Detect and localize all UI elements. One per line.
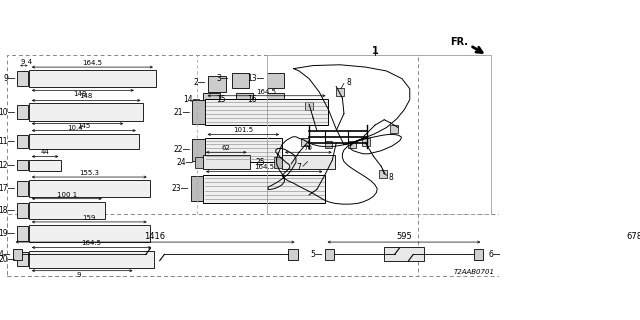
- Bar: [29, 70, 156, 87]
- Text: 2—: 2—: [194, 78, 206, 87]
- Text: 9: 9: [77, 272, 81, 278]
- Bar: [17, 135, 28, 148]
- Text: 164.5: 164.5: [254, 164, 274, 171]
- Bar: [17, 252, 28, 266]
- Text: 7: 7: [296, 163, 301, 172]
- Text: 12—: 12—: [0, 161, 16, 170]
- Bar: [379, 170, 387, 178]
- Text: 62: 62: [222, 145, 231, 151]
- Text: 6—: 6—: [488, 250, 501, 259]
- Bar: [7, 55, 417, 276]
- Bar: [192, 139, 205, 161]
- Text: 164.5: 164.5: [83, 60, 102, 66]
- Text: 13—: 13—: [247, 74, 264, 83]
- Bar: [474, 249, 483, 260]
- Bar: [7, 214, 499, 276]
- Bar: [301, 138, 309, 146]
- Text: 159: 159: [83, 215, 96, 221]
- Text: 23—: 23—: [172, 184, 189, 193]
- Bar: [348, 141, 356, 148]
- Bar: [203, 175, 325, 203]
- Text: 100 1: 100 1: [57, 192, 77, 197]
- Text: 18—: 18—: [0, 206, 16, 215]
- Bar: [282, 155, 335, 169]
- Bar: [17, 181, 28, 196]
- Bar: [288, 249, 298, 260]
- Text: 1416: 1416: [145, 231, 166, 241]
- Text: 10.4: 10.4: [67, 125, 83, 131]
- Bar: [17, 161, 28, 170]
- Text: 17—: 17—: [0, 184, 16, 193]
- Text: 8: 8: [346, 78, 351, 87]
- Bar: [195, 157, 203, 168]
- Bar: [205, 138, 282, 162]
- Text: 22—: 22—: [173, 145, 191, 155]
- Bar: [17, 71, 28, 86]
- Bar: [192, 100, 205, 124]
- Bar: [324, 249, 334, 260]
- Text: 3—: 3—: [217, 74, 229, 83]
- Bar: [17, 203, 28, 218]
- Bar: [29, 160, 61, 171]
- Bar: [29, 251, 154, 268]
- Bar: [390, 125, 398, 133]
- Bar: [502, 249, 512, 260]
- Bar: [236, 93, 253, 109]
- Text: 16—: 16—: [247, 95, 264, 104]
- Text: 164.5: 164.5: [81, 240, 102, 246]
- Bar: [29, 134, 139, 149]
- Bar: [191, 176, 203, 201]
- Bar: [602, 247, 640, 261]
- Text: 8: 8: [389, 172, 394, 181]
- Text: 44: 44: [41, 149, 49, 155]
- Text: 11—: 11—: [0, 137, 16, 146]
- Text: 5—: 5—: [310, 250, 323, 259]
- Text: 148: 148: [73, 92, 86, 98]
- Text: 21—: 21—: [173, 108, 191, 116]
- Text: 9 4: 9 4: [21, 59, 32, 65]
- Bar: [266, 73, 284, 88]
- Text: T2AAB0701: T2AAB0701: [454, 268, 495, 275]
- Text: 155.3: 155.3: [79, 170, 99, 176]
- Bar: [384, 247, 424, 261]
- Text: 164.5: 164.5: [257, 89, 276, 95]
- Bar: [203, 155, 250, 169]
- Bar: [203, 93, 220, 109]
- Bar: [305, 102, 313, 110]
- Bar: [324, 141, 332, 148]
- Text: 595: 595: [396, 231, 412, 241]
- Text: 15—: 15—: [216, 95, 233, 104]
- Bar: [29, 180, 150, 197]
- Bar: [232, 73, 249, 88]
- Bar: [362, 138, 369, 146]
- Text: 20—: 20—: [0, 255, 16, 264]
- Text: 1: 1: [372, 46, 378, 56]
- Text: 19—: 19—: [0, 229, 16, 238]
- Bar: [205, 99, 328, 125]
- Text: 24—: 24—: [177, 158, 194, 167]
- Bar: [17, 105, 28, 119]
- Bar: [17, 226, 28, 241]
- Bar: [29, 225, 150, 242]
- Bar: [266, 93, 284, 109]
- Bar: [336, 88, 344, 96]
- Bar: [29, 103, 143, 121]
- Bar: [209, 76, 225, 92]
- Text: 145: 145: [77, 124, 90, 129]
- Text: 678: 678: [626, 231, 640, 241]
- Bar: [29, 202, 105, 219]
- Text: 70: 70: [304, 145, 313, 151]
- Text: 9—: 9—: [3, 74, 16, 83]
- Text: 4—: 4—: [0, 250, 11, 259]
- Text: 101.5: 101.5: [233, 127, 253, 133]
- Bar: [13, 249, 22, 260]
- Bar: [275, 157, 282, 168]
- Text: 148: 148: [79, 93, 93, 99]
- Text: 25—: 25—: [255, 158, 273, 167]
- Text: 14—: 14—: [184, 95, 201, 104]
- Text: FR.: FR.: [450, 37, 468, 47]
- Text: 10—: 10—: [0, 108, 16, 116]
